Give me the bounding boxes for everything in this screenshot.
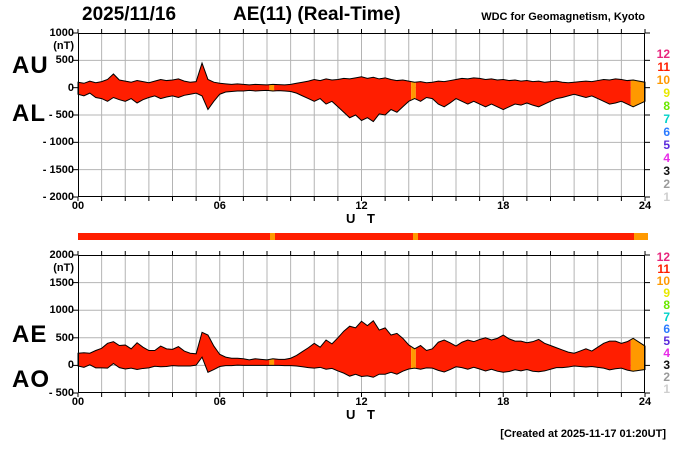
station-count-segment: [275, 233, 413, 240]
legend-item-8: 8: [663, 298, 670, 312]
chart-svg-AU-AL: [73, 29, 650, 201]
y-tick-label: 0: [67, 81, 74, 94]
legend-item-1: 1: [663, 382, 670, 396]
legend-item-6: 6: [663, 125, 670, 139]
panel-border: [78, 255, 645, 393]
x-tick-label: 06: [213, 396, 226, 408]
legend-item-12: 12: [656, 250, 670, 264]
legend-item-10: 10: [656, 274, 670, 288]
x-tick-label: 06: [213, 200, 226, 212]
legend-item-12: 12: [656, 47, 670, 61]
legend-item-9: 9: [663, 86, 670, 100]
station-count-legend-bottom: 12 11 10 9 8 7 6 5 4 3 2 1: [652, 251, 670, 395]
y-axis-unit: (nT): [53, 262, 74, 274]
legend-item-11: 11: [657, 262, 670, 276]
y-tick-label: 1000: [49, 27, 74, 39]
legend-item-4: 4: [663, 346, 670, 360]
chart-svg-AE-AO: [73, 251, 650, 397]
legend-item-3: 3: [663, 164, 670, 178]
station-count-segment: [633, 233, 648, 240]
x-tick-label: 00: [71, 200, 85, 212]
y-tick-label: - 1500: [42, 163, 74, 176]
station-count-segment: [270, 233, 276, 240]
legend-item-1: 1: [663, 190, 670, 204]
axis-ticks: [73, 29, 650, 201]
legend-item-7: 7: [663, 310, 670, 324]
axis-ticks: [73, 251, 650, 397]
legend-item-2: 2: [663, 370, 670, 384]
legend-item-3: 3: [663, 358, 670, 372]
station-count-segment: [78, 233, 271, 240]
legend-item-9: 9: [663, 286, 670, 300]
y-tick-label: - 1000: [42, 136, 74, 149]
y-tick-label: 1000: [49, 304, 74, 317]
y-tick-label: 2000: [49, 249, 74, 261]
ae-label: AE: [12, 321, 48, 348]
au-label: AU: [12, 52, 49, 79]
y-axis-unit: (nT): [53, 40, 74, 52]
y-tick-label: - 500: [48, 109, 74, 121]
legend-item-2: 2: [663, 177, 670, 191]
x-tick-label: 12: [355, 396, 368, 408]
x-tick-label: 24: [638, 396, 652, 408]
panel-ae-ao: [73, 251, 650, 397]
station-count-segment: [412, 233, 418, 240]
x-tick-label: 12: [355, 200, 368, 212]
y-tick-label: 0: [67, 359, 74, 372]
credit-label: WDC for Geomagnetism, Kyoto: [481, 11, 645, 23]
station-count-segment: [417, 233, 634, 240]
legend-item-8: 8: [663, 99, 670, 113]
y-tick-label: 1500: [49, 276, 74, 289]
grid: [78, 255, 645, 393]
ut-label-top: U T: [346, 211, 379, 226]
legend-item-7: 7: [663, 112, 670, 126]
station-count-bar: [78, 233, 648, 240]
panel-au-al: [73, 29, 650, 201]
created-label: [Created at 2025-11-17 01:20UT]: [500, 428, 666, 440]
y-tick-label: - 500: [48, 387, 74, 399]
ut-label-bottom: U T: [346, 407, 379, 422]
plot-title: AE(11) (Real-Time): [233, 4, 401, 25]
legend-item-11: 11: [657, 60, 670, 74]
station-count-legend-top: 12 11 10 9 8 7 6 5 4 3 2 1: [652, 48, 670, 204]
y-tick-label: - 2000: [42, 191, 74, 203]
legend-item-6: 6: [663, 322, 670, 336]
y-tick-label: 500: [55, 331, 74, 344]
panel-border: [78, 33, 645, 197]
x-tick-label: 00: [71, 396, 85, 408]
al-label: AL: [12, 100, 46, 127]
legend-item-10: 10: [656, 73, 670, 87]
legend-item-5: 5: [663, 138, 670, 152]
legend-item-5: 5: [663, 334, 670, 348]
x-tick-label: 18: [497, 396, 510, 408]
ao-label: AO: [12, 366, 50, 393]
x-tick-label: 18: [497, 200, 510, 212]
legend-item-4: 4: [663, 151, 670, 165]
plot-date: 2025/11/16: [82, 4, 177, 25]
y-tick-label: 500: [55, 54, 74, 67]
x-tick-label: 24: [638, 200, 652, 212]
